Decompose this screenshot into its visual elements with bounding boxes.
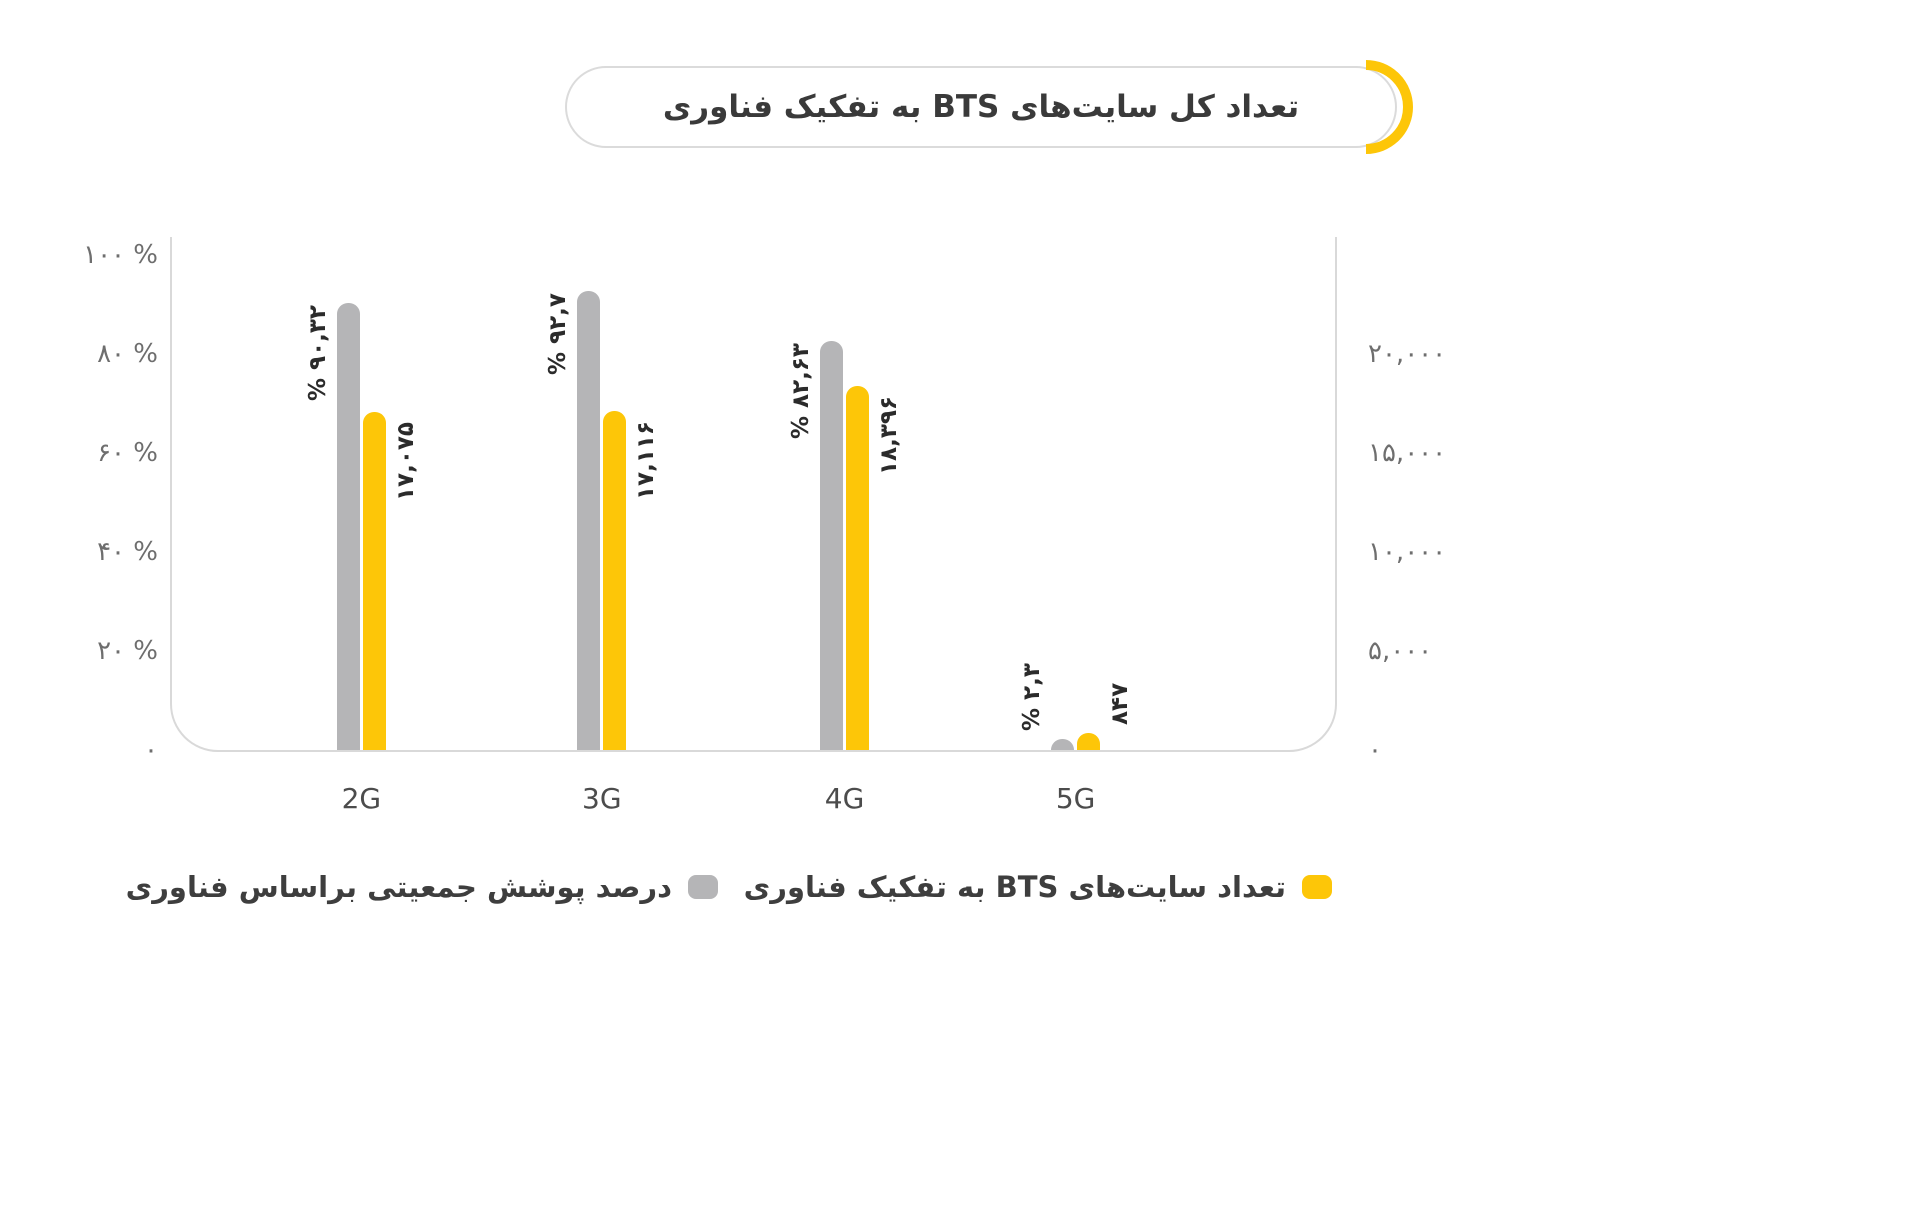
chart-title-pill: تعداد کل سایت‌های BTS به تفکیک فناوری: [565, 60, 1413, 154]
axis-tick-right: ۰: [1368, 735, 1382, 765]
sites-value-label: ۱۷,۱۱۶: [633, 421, 660, 501]
category-label: 5G: [1055, 782, 1096, 815]
axis-tick-right: ۱۰,۰۰۰: [1368, 537, 1447, 567]
axis-tick-left: ۸۰ %: [97, 339, 158, 369]
axis-tick-right: ۵,۰۰۰: [1368, 636, 1433, 666]
coverage-value-label: ۲,۳ %: [1019, 662, 1046, 731]
sites-bar: [603, 411, 627, 750]
sites-value-label: ۱۸,۳۹۶: [876, 395, 903, 475]
axis-tick-right: ۱۵,۰۰۰: [1368, 438, 1447, 468]
category-label: 3G: [582, 782, 622, 815]
sites-bar: [846, 385, 870, 750]
sites-bar: [1077, 733, 1101, 750]
axis-tick-left: ۱۰۰ %: [83, 240, 158, 270]
legend-item-coverage: درصد پوشش جمعیتی براساس فناوری: [126, 870, 718, 904]
coverage-bar: [336, 302, 360, 750]
coverage-value-label: ۸۲,۶۳ %: [788, 343, 815, 439]
coverage-value-label: ۹۰,۳۲ %: [304, 304, 331, 401]
category-label: 4G: [824, 782, 865, 815]
coverage-bar: [820, 340, 844, 750]
axis-tick-right: ۲۰,۰۰۰: [1368, 339, 1447, 369]
coverage-bar: [1051, 738, 1075, 750]
legend-label-sites: تعداد سایت‌های BTS به تفکیک فناوری: [743, 870, 1286, 904]
axis-tick-left: ۴۰ %: [97, 537, 158, 567]
legend-label-coverage: درصد پوشش جمعیتی براساس فناوری: [125, 870, 672, 904]
sites-value-label: ۱۷,۰۷۵: [392, 421, 419, 501]
legend-marker-coverage-icon: [688, 875, 718, 899]
legend-item-sites: تعداد سایت‌های BTS به تفکیک فناوری: [744, 870, 1332, 904]
coverage-bar: [577, 291, 601, 750]
title-accent-arc-icon: [1366, 60, 1413, 154]
axis-tick-left: ۶۰ %: [97, 438, 158, 468]
plot-frame: [170, 237, 1337, 752]
coverage-value-label: ۹۲,۷ %: [545, 293, 572, 376]
category-label: 2G: [341, 782, 382, 815]
axis-tick-left: ۰: [144, 735, 158, 765]
chart-title: تعداد کل سایت‌های BTS به تفکیک فناوری: [662, 89, 1300, 125]
sites-bar: [362, 411, 386, 750]
sites-value-label: ۸۴۷: [1107, 683, 1134, 726]
axis-tick-left: ۲۰ %: [97, 636, 158, 666]
legend-marker-sites-icon: [1302, 875, 1332, 899]
